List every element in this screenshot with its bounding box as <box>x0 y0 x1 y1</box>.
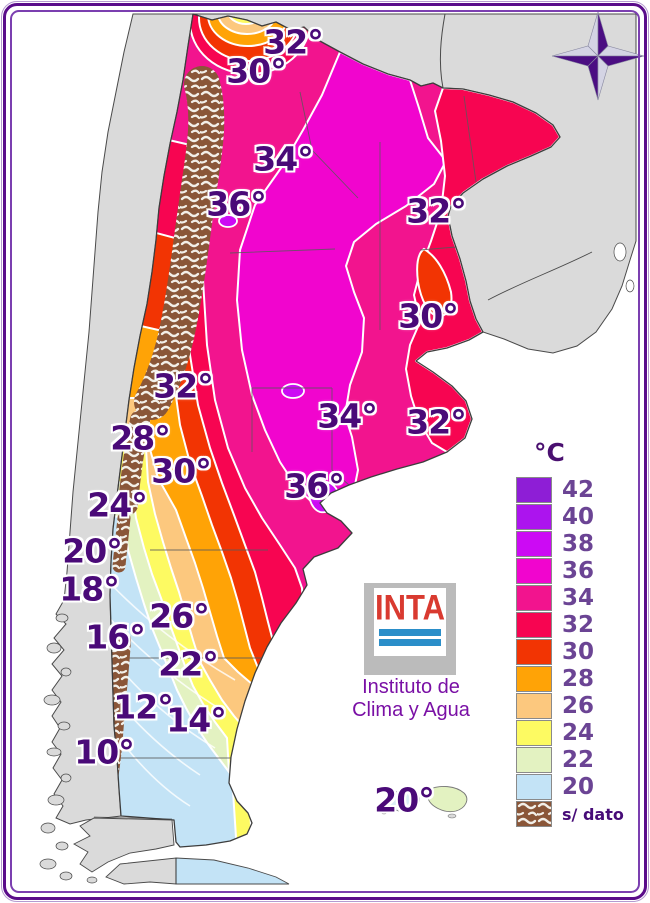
legend-row-42: 42 <box>516 477 624 504</box>
isotherm-label: 34° <box>317 396 377 436</box>
legend-row-30: 30 <box>516 639 624 666</box>
inset-line <box>93 816 173 820</box>
legend-label: 24 <box>562 720 595 746</box>
isotherm-label: 32° <box>406 402 466 442</box>
isotherm-label: 30° <box>151 451 211 491</box>
legend-label: 20 <box>562 774 595 800</box>
inta-logo-inner: INTA <box>374 587 446 656</box>
coastal-lagoon <box>613 242 627 262</box>
legend-swatch <box>516 531 552 557</box>
chile-magallanes <box>73 817 175 873</box>
isotherm-label: 32° <box>406 191 466 231</box>
isotherm-label: 36° <box>206 184 266 224</box>
legend-swatch <box>516 774 552 800</box>
inta-logo: INTA <box>364 583 456 675</box>
legend-items: 42 40 38 36 34 32 30 28 26 24 22 20 s/ dato <box>516 477 624 828</box>
legend-swatch <box>516 720 552 746</box>
coastal-lagoon <box>625 279 635 293</box>
argentina-outline <box>109 13 561 848</box>
legend-label: 42 <box>562 477 595 503</box>
legend-row-20: 20 <box>516 774 624 801</box>
legend-label: 22 <box>562 747 595 773</box>
legend-swatch <box>516 558 552 584</box>
legend-label: 26 <box>562 693 595 719</box>
legend-label: 28 <box>562 666 595 692</box>
fjord-islands <box>39 613 98 884</box>
legend-label: 38 <box>562 531 595 557</box>
legend-swatch <box>516 666 552 692</box>
isotherm-label: 32° <box>153 366 213 406</box>
legend-row-26: 26 <box>516 693 624 720</box>
legend-row-40: 40 <box>516 504 624 531</box>
isotherm-label: 36° <box>284 466 344 506</box>
legend-label: 36 <box>562 558 595 584</box>
temperature-legend: °C 42 40 38 36 34 32 30 28 26 24 22 20 s/ dato <box>516 438 624 828</box>
legend-swatch <box>516 639 552 665</box>
institute-caption: Instituto de Clima y Agua <box>330 676 492 722</box>
isotherm-label: 22° <box>158 644 218 684</box>
inta-logo-text: INTA <box>374 587 446 628</box>
legend-swatch <box>516 747 552 773</box>
tdf-argentina <box>175 857 290 885</box>
compass-rose-icon <box>551 11 645 101</box>
uruguay-brazil-border <box>487 251 593 301</box>
isotherm-label: 12° <box>113 687 173 727</box>
legend-swatch <box>516 585 552 611</box>
tierra-del-fuego <box>73 816 290 885</box>
legend-label: 30 <box>562 639 595 665</box>
malvinas-islands <box>380 786 468 819</box>
legend-row-24: 24 <box>516 720 624 747</box>
institute-line1: Instituto de <box>362 676 460 698</box>
patagonia-isolines <box>110 577 236 807</box>
legend-row-38: 38 <box>516 531 624 558</box>
isotherm-label: 32° <box>263 22 323 62</box>
legend-row-36: 36 <box>516 558 624 585</box>
legend-row-sdato: s/ dato <box>516 801 624 828</box>
inta-logo-bar <box>379 629 441 636</box>
legend-label: 34 <box>562 585 595 611</box>
legend-swatch <box>516 693 552 719</box>
isotherm-label: 28° <box>110 418 170 458</box>
legend-swatch <box>516 801 552 827</box>
legend-swatch <box>516 477 552 503</box>
isotherm-label: 30° <box>398 296 458 336</box>
legend-row-28: 28 <box>516 666 624 693</box>
legend-row-34: 34 <box>516 585 624 612</box>
legend-swatch <box>516 612 552 638</box>
isotherm-label: 14° <box>166 700 226 740</box>
tdf-chile <box>105 857 177 885</box>
legend-swatch <box>516 504 552 530</box>
legend-label: 40 <box>562 504 595 530</box>
inta-logo-bar <box>379 639 441 646</box>
isotherm-label: 16° <box>85 617 145 657</box>
isotherm-label: 20° <box>374 780 434 820</box>
institute-line2: Clima y Agua <box>352 699 470 721</box>
isotherm-label: 20° <box>62 531 122 571</box>
isotherm-label: 18° <box>59 569 119 609</box>
legend-title: °C <box>534 438 565 467</box>
isotherm-label: 10° <box>74 732 134 772</box>
legend-row-32: 32 <box>516 612 624 639</box>
isotherm-label: 34° <box>253 139 313 179</box>
legend-row-22: 22 <box>516 747 624 774</box>
isotherm-label: 24° <box>87 485 147 525</box>
legend-label: 32 <box>562 612 595 638</box>
isotherm-label: 26° <box>149 596 209 636</box>
paraguay-river-border <box>439 13 446 89</box>
isotherm-label: 30° <box>226 51 286 91</box>
legend-label: s/ dato <box>562 804 624 824</box>
